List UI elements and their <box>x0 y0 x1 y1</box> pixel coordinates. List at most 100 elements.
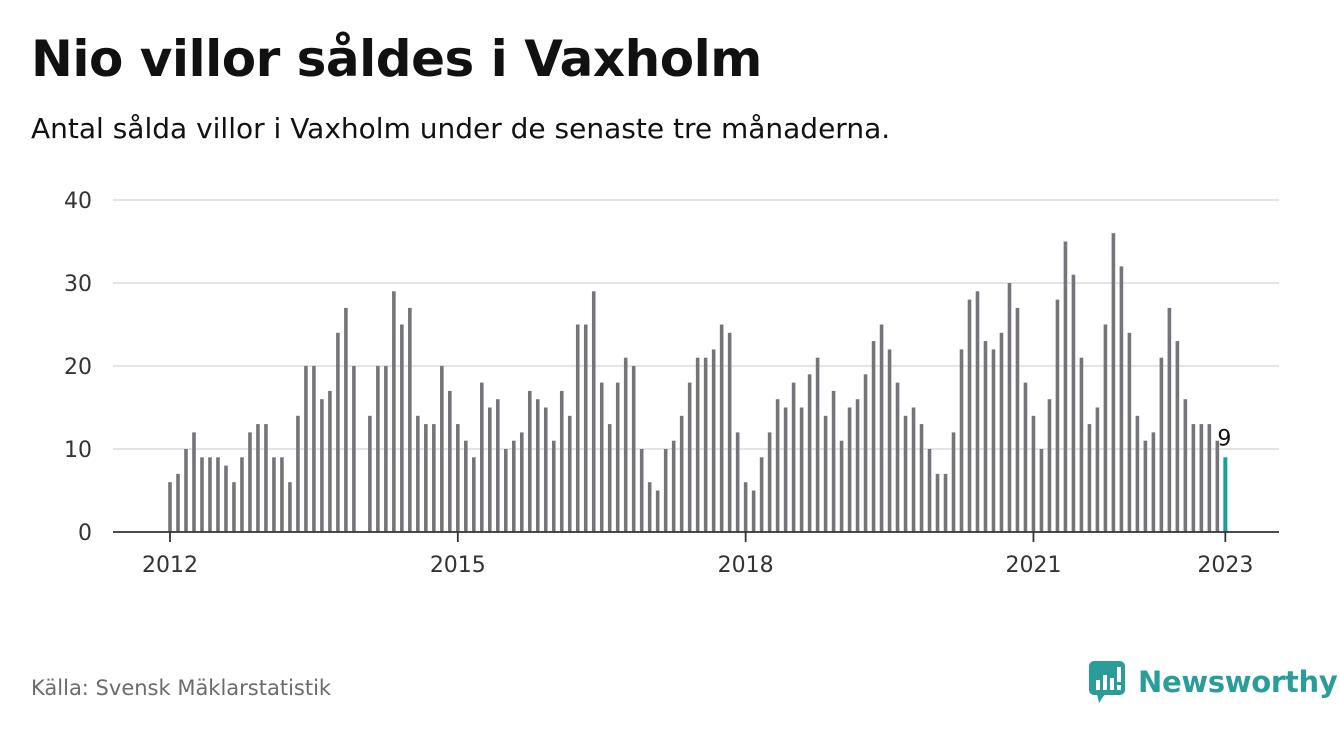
bar <box>591 291 596 532</box>
bar <box>1087 424 1092 532</box>
bar <box>791 382 796 532</box>
source-note: Källa: Svensk Mäklarstatistik <box>31 676 332 700</box>
bar <box>855 399 860 532</box>
bar <box>352 366 356 532</box>
bar <box>1191 424 1196 532</box>
bar <box>1151 432 1156 532</box>
bar <box>1103 324 1108 532</box>
bar <box>607 424 612 532</box>
bar <box>727 332 732 532</box>
bar <box>535 399 540 532</box>
bar <box>711 349 716 532</box>
bar <box>448 390 452 532</box>
bar <box>527 390 532 532</box>
bar <box>456 424 460 532</box>
bar <box>703 357 708 532</box>
bar <box>1143 440 1148 532</box>
bar <box>847 407 852 532</box>
bar <box>416 415 420 532</box>
bar <box>927 449 932 532</box>
bar <box>1063 241 1068 532</box>
bar <box>775 399 780 532</box>
brand-name: Newsworthy <box>1138 665 1338 699</box>
bar <box>336 332 340 532</box>
bar <box>224 465 228 532</box>
bar <box>815 357 820 532</box>
bar <box>671 440 676 532</box>
bar <box>655 490 660 532</box>
bar <box>1135 415 1140 532</box>
bar <box>1095 407 1100 532</box>
bar <box>807 374 812 532</box>
bar <box>432 424 436 532</box>
bar <box>168 482 172 532</box>
value-annotation: 9 <box>1217 426 1231 451</box>
bar <box>1007 283 1012 532</box>
bar <box>959 349 964 532</box>
bar <box>839 440 844 532</box>
y-tick-label: 0 <box>78 521 92 546</box>
bar <box>192 432 196 532</box>
bar <box>919 424 924 532</box>
bar <box>1159 357 1164 532</box>
bar <box>408 307 412 532</box>
bar <box>599 382 604 532</box>
bar <box>1031 415 1036 532</box>
bar <box>1127 332 1132 532</box>
bar <box>328 390 332 532</box>
bar <box>424 424 428 532</box>
bar <box>879 324 884 532</box>
bar <box>288 482 292 532</box>
bar <box>184 449 188 532</box>
bar <box>176 473 180 532</box>
bar <box>735 432 740 532</box>
bar <box>304 366 308 532</box>
bar <box>935 473 940 532</box>
bar <box>743 482 748 532</box>
bar <box>1055 299 1060 532</box>
bar <box>951 432 956 532</box>
bar <box>488 407 492 532</box>
bar <box>911 407 916 532</box>
bar <box>943 473 948 532</box>
bar <box>384 366 388 532</box>
bar <box>759 457 764 532</box>
bar <box>296 415 300 532</box>
bar <box>991 349 996 532</box>
bar <box>1023 382 1028 532</box>
bar <box>615 382 620 532</box>
highlight-bar <box>1223 457 1228 532</box>
bar <box>472 457 476 532</box>
bar <box>687 382 692 532</box>
bar <box>631 366 636 532</box>
bar <box>623 357 628 532</box>
x-tick-label: 2015 <box>430 553 486 578</box>
chart-title: Nio villor såldes i Vaxholm <box>31 30 762 88</box>
bar <box>831 390 836 532</box>
bar <box>511 440 516 532</box>
bar <box>503 449 508 532</box>
bar <box>232 482 236 532</box>
bar <box>200 457 204 532</box>
bar <box>495 399 500 532</box>
bar <box>575 324 580 532</box>
bar <box>1071 274 1076 532</box>
bar <box>967 299 972 532</box>
bar <box>551 440 556 532</box>
bar <box>1207 424 1212 532</box>
bar <box>312 366 316 532</box>
bar <box>392 291 396 532</box>
bar <box>559 390 564 532</box>
bar <box>543 407 548 532</box>
bar <box>264 424 268 532</box>
x-tick-label: 2021 <box>1005 553 1061 578</box>
bar <box>248 432 252 532</box>
bar <box>647 482 652 532</box>
bar <box>1015 307 1020 532</box>
bar <box>519 432 524 532</box>
bar <box>320 399 324 532</box>
x-tick-label: 2023 <box>1197 553 1253 578</box>
bar <box>767 432 772 532</box>
bar <box>975 291 980 532</box>
bar <box>1215 440 1220 532</box>
